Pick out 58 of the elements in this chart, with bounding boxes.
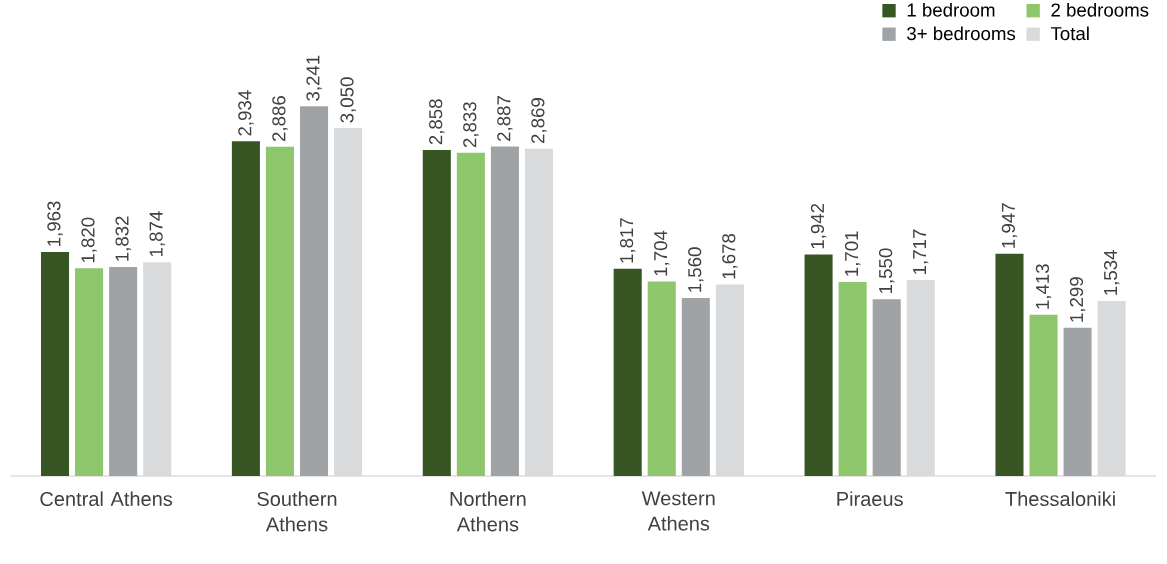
bar — [647, 281, 676, 476]
bar — [456, 152, 485, 476]
legend-label: 3+ bedrooms — [907, 26, 1016, 41]
bar — [995, 253, 1024, 476]
data-label: 3,050 — [340, 77, 356, 123]
data-label: 1,820 — [81, 217, 97, 263]
data-label: 1,560 — [688, 247, 704, 292]
bar — [681, 298, 710, 476]
legend-label: 2 bedrooms — [1051, 2, 1149, 17]
bar — [490, 146, 519, 476]
data-label: 1,550 — [878, 248, 895, 294]
bar — [1063, 327, 1092, 476]
data-label: 1,534 — [1103, 250, 1120, 295]
bar — [838, 281, 867, 476]
data-label: 1,717 — [913, 229, 929, 274]
data-label: 1,701 — [844, 231, 861, 276]
bar — [613, 268, 642, 476]
bar — [524, 148, 554, 476]
legend-label: 1 bedroom — [907, 2, 995, 17]
data-label: 1,874 — [149, 211, 165, 257]
bar — [872, 299, 901, 476]
data-label: 2,887 — [497, 96, 513, 141]
data-label: 1,947 — [1001, 203, 1018, 248]
x-tick-label: Central Athens — [40, 491, 173, 507]
bar — [1097, 300, 1126, 476]
data-label: 1,832 — [115, 216, 131, 261]
data-label: 2,833 — [463, 102, 479, 148]
data-label: 2,886 — [272, 96, 288, 142]
x-tick-label: Northern Athens — [450, 491, 526, 532]
data-label: 2,934 — [238, 90, 254, 136]
x-tick-label: Southern Athens — [257, 491, 337, 532]
data-label: 1,704 — [654, 230, 670, 276]
bar — [75, 268, 104, 476]
bar — [231, 141, 260, 476]
data-label: 2,869 — [531, 98, 547, 143]
bar — [143, 262, 172, 476]
bar — [334, 128, 363, 476]
bar — [109, 266, 138, 476]
x-tick-label: Western Athens — [641, 491, 715, 531]
data-label: 3,241 — [306, 55, 322, 101]
legend-label: Total — [1050, 26, 1089, 41]
data-label: 1,963 — [47, 201, 63, 246]
data-label: 2,858 — [429, 99, 445, 145]
bar — [265, 146, 294, 476]
data-label: 1,299 — [1069, 277, 1086, 322]
bar — [906, 280, 935, 476]
bar — [40, 252, 70, 476]
bar — [1029, 314, 1058, 476]
data-label: 1,678 — [722, 233, 738, 279]
x-tick-label: Piraeus — [837, 491, 903, 507]
bar — [804, 254, 833, 476]
bar — [422, 149, 451, 476]
data-label: 1,817 — [619, 218, 636, 263]
data-label: 1,413 — [1035, 264, 1052, 309]
data-label: 1,942 — [810, 203, 827, 249]
x-tick-label: Thessaloniki — [1005, 491, 1115, 507]
bar — [300, 106, 329, 476]
bar — [715, 284, 744, 476]
